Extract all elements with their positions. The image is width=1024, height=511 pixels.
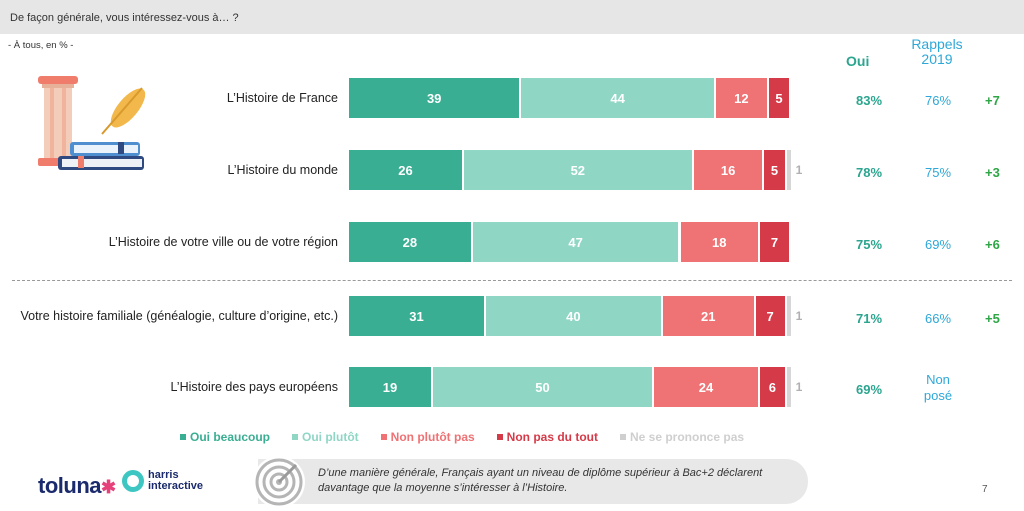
evolution-value: +5: [985, 311, 1000, 326]
oui-total-value: 71%: [856, 311, 883, 326]
nsp-value-label: 1: [795, 163, 803, 177]
oui-beaucoup-segment: 31: [349, 296, 485, 336]
non-pas-du-tout-segment: 5: [768, 78, 789, 118]
legend-item: Ne se prononce pas: [620, 430, 744, 444]
base-note: - À tous, en % -: [8, 40, 74, 51]
oui-total-value: 78%: [856, 165, 883, 180]
oui-plutot-segment: 52: [463, 150, 692, 190]
ne-se-prononce-pas-segment: [786, 296, 791, 336]
oui-total-value: 83%: [856, 93, 883, 108]
legend-item: Oui plutôt: [292, 430, 359, 444]
oui-beaucoup-segment: 19: [349, 367, 431, 407]
evolution-value: +7: [985, 93, 1000, 108]
oui-beaucoup-segment: 28: [349, 222, 471, 262]
ne-se-prononce-pas-segment: [786, 367, 791, 407]
legend-label: Non plutôt pas: [390, 430, 475, 444]
legend-label: Oui beaucoup: [190, 430, 271, 444]
harris-interactive-logo: harris interactive: [122, 470, 203, 492]
rappel-2019-value: 76%: [924, 93, 952, 108]
non-plutot-pas-segment: 16: [693, 150, 763, 190]
header-bar: [0, 0, 1024, 34]
non-plutot-pas-segment: 21: [662, 296, 754, 336]
oui-plutot-segment: 40: [486, 296, 661, 336]
legend-swatch: [292, 434, 299, 440]
legend-item: Non pas du tout: [496, 430, 598, 444]
nsp-value-label: 1: [795, 309, 803, 323]
page-number: 7: [982, 484, 988, 495]
nsp-value-label: 1: [795, 380, 803, 394]
legend-label: Oui plutôt: [302, 430, 359, 444]
non-pas-du-tout-segment: 6: [760, 367, 785, 407]
question-title: De façon générale, vous intéressez-vous …: [10, 12, 239, 24]
oui-plutot-segment: 50: [432, 367, 652, 407]
oui-beaucoup-segment: 26: [349, 150, 462, 190]
rappels-column-header: Rappels 2019: [911, 36, 963, 67]
non-plutot-pas-segment: 12: [715, 78, 767, 118]
row-label: L’Histoire de France: [226, 91, 338, 105]
legend-swatch: [380, 434, 387, 440]
oui-plutot-segment: 44: [521, 78, 714, 118]
non-plutot-pas-segment: 18: [680, 222, 759, 262]
target-icon: [253, 456, 305, 508]
oui-plutot-segment: 47: [472, 222, 679, 262]
rappel-2019-value: 66%: [924, 311, 952, 326]
non-pas-du-tout-segment: 7: [755, 296, 785, 336]
non-plutot-pas-segment: 24: [653, 367, 759, 407]
legend-label: Non pas du tout: [506, 430, 598, 444]
legend-label: Ne se prononce pas: [630, 430, 745, 444]
rappel-2019-value: 69%: [924, 237, 952, 252]
ne-se-prononce-pas-segment: [786, 150, 791, 190]
toluna-logo: toluna✱: [38, 473, 116, 498]
legend-swatch: [620, 434, 626, 440]
row-label: Votre histoire familiale (généalogie, cu…: [20, 309, 338, 323]
note-text: D’une manière générale, Français ayant u…: [318, 467, 763, 494]
legend-item: Oui beaucoup: [180, 430, 270, 444]
rappel-2019-value: Non posé: [923, 372, 953, 403]
evolution-value: +6: [985, 237, 1000, 252]
oui-column-header: Oui: [846, 53, 870, 69]
row-label: L’Histoire de votre ville ou de votre ré…: [108, 235, 338, 249]
non-pas-du-tout-segment: 7: [760, 222, 789, 262]
divider: [12, 280, 1012, 281]
legend-swatch: [496, 434, 503, 440]
evolution-value: +3: [985, 165, 1000, 180]
legend: Oui beaucoup Oui plutôt Non plutôt pas Non …: [180, 430, 744, 444]
non-pas-du-tout-segment: 5: [764, 150, 785, 190]
harris-ring-icon: [122, 470, 144, 492]
oui-total-value: 75%: [856, 237, 883, 252]
row-label: L’Histoire des pays européens: [170, 380, 338, 394]
legend-swatch: [180, 434, 186, 440]
note-box: [258, 459, 808, 504]
oui-beaucoup-segment: 39: [349, 78, 520, 118]
row-label: L’Histoire du monde: [227, 163, 338, 177]
history-books-icon: [38, 76, 146, 170]
rappel-2019-value: 75%: [924, 165, 952, 180]
legend-item: Non plutôt pas: [380, 430, 475, 444]
oui-total-value: 69%: [856, 382, 883, 397]
